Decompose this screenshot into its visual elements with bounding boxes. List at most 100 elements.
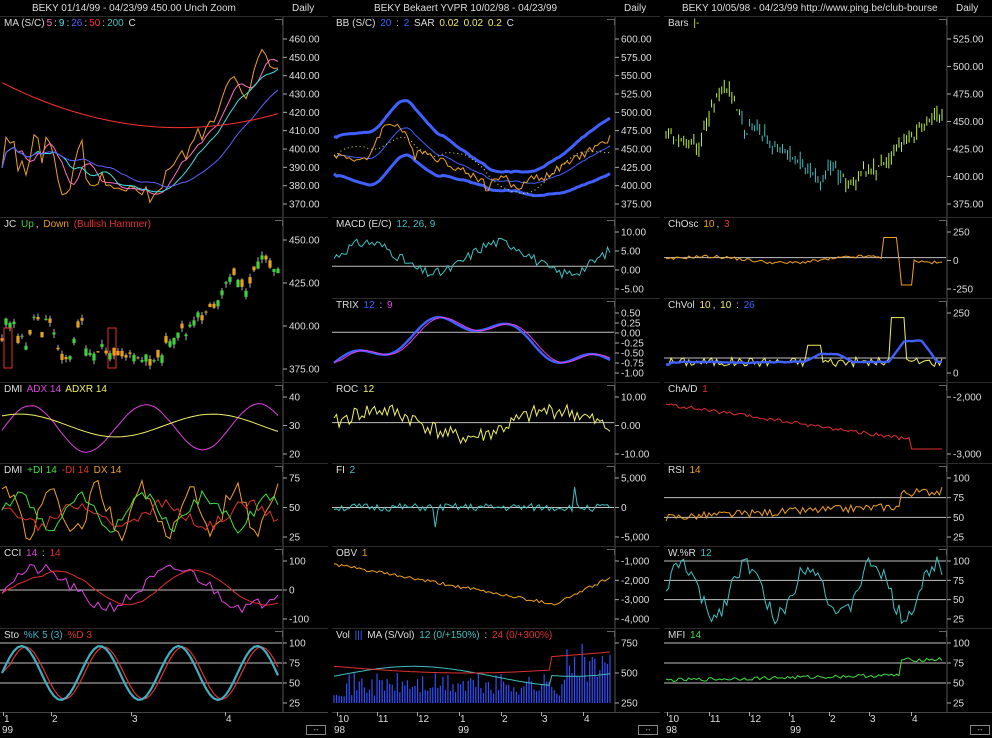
y-tick-label: -4,000 bbox=[621, 615, 650, 626]
pane-title-part: MA (S/Vol) bbox=[364, 630, 415, 641]
candle-body bbox=[40, 331, 44, 338]
y-tick-label: 40 bbox=[289, 393, 301, 404]
pane-title-part: MFI bbox=[668, 630, 686, 641]
y-tick-label: 20 bbox=[289, 450, 301, 461]
candle-body bbox=[236, 279, 240, 288]
pane-title-part: Vol bbox=[336, 630, 350, 641]
obv-pane[interactable]: OBV 1 -1,000 -2,000 -3,000 -4,000 bbox=[332, 546, 660, 629]
candle-body bbox=[76, 321, 80, 328]
candle-body bbox=[128, 352, 132, 354]
pane-title-part: Bars bbox=[668, 18, 689, 29]
candle-body bbox=[120, 350, 124, 357]
chaikin-vol-ma-line bbox=[665, 339, 943, 367]
candle-body bbox=[264, 255, 268, 260]
double-arrow-icon[interactable]: ↔ bbox=[970, 725, 990, 735]
x-tick-label: 3 bbox=[870, 714, 876, 725]
bb-pane[interactable]: BB (S/C) 20 : 2 SAR 0.02 0.02 0.2 C 600.0… bbox=[332, 16, 660, 218]
y-tick-label: 100 bbox=[289, 557, 306, 568]
pane-title-part: %D 3 bbox=[64, 630, 92, 641]
chart-column-right: BEKY 10/05/98 - 04/23/99 http://www.ping… bbox=[664, 0, 992, 738]
chvol-pane[interactable]: ChVol 10, 10 : 26 250 0 bbox=[664, 298, 992, 383]
x-tick-mark bbox=[869, 712, 870, 716]
x-tick-label: 2 bbox=[52, 714, 58, 725]
macd-line bbox=[333, 237, 611, 280]
pane-title-part: 0.02 bbox=[436, 18, 459, 29]
bars-pane[interactable]: Bars |- 525.00 500.00 475.00 450.00 425.00 400… bbox=[664, 16, 992, 218]
pane-title-part: 1 bbox=[359, 548, 368, 559]
x-tick-label: 2 bbox=[830, 714, 836, 725]
candle-body bbox=[12, 321, 16, 325]
cci-pane[interactable]: CCI 14 : 14 100 0 -100 bbox=[0, 546, 328, 629]
y-tick-label: 450.00 bbox=[621, 145, 652, 156]
pane-title-part: ||| bbox=[351, 630, 363, 641]
candle-body bbox=[92, 353, 96, 361]
roc-pane[interactable]: ROC 12 10.00 0.00 -10.00 bbox=[332, 382, 660, 464]
sto-pane[interactable]: Sto %K 5 (3) %D 3 100 75 50 25 bbox=[0, 628, 328, 713]
pane-title: MFI 14 bbox=[668, 630, 703, 641]
y-tick-label: 375.00 bbox=[621, 200, 652, 211]
y-tick-label: 50 bbox=[953, 595, 965, 606]
dmi2-pane[interactable]: DMI +DI 14 -DI 14 DX 14 75 50 25 bbox=[0, 463, 328, 547]
fi-pane[interactable]: FI 2 5,000 0 -5,000 bbox=[332, 463, 660, 547]
period-selector[interactable]: Daily bbox=[956, 3, 979, 14]
stoch-d-line bbox=[1, 646, 279, 700]
mfi-pane[interactable]: MFI 14 100 75 50 25 bbox=[664, 628, 992, 713]
candle-body bbox=[56, 347, 60, 350]
double-arrow-icon[interactable]: ↔ bbox=[306, 725, 326, 735]
candle-body bbox=[80, 317, 84, 321]
pane-title-part: W.%R bbox=[668, 548, 696, 559]
candle-body bbox=[44, 318, 48, 321]
trix-pane[interactable]: TRIX 12 : 9 0.50 0.25 0.00 -0.25 -0.50 -0.75 -1… bbox=[332, 298, 660, 383]
pane-title-part: : bbox=[733, 300, 742, 311]
y-tick-label: 575.00 bbox=[621, 53, 652, 64]
jc-pane[interactable]: JC Up, Down (Bullish Hammer) 450.00 425.00… bbox=[0, 217, 328, 383]
period-selector[interactable]: Daily bbox=[292, 3, 315, 14]
y-tick-label: -1.00 bbox=[621, 369, 644, 380]
x-tick-mark bbox=[829, 712, 830, 716]
x-axis: 1 2 3 4 99 ↔ bbox=[0, 712, 328, 736]
y-tick-label: 100 bbox=[953, 639, 970, 650]
x-tick-mark bbox=[541, 712, 542, 716]
candle-body bbox=[232, 268, 236, 275]
double-arrow-icon[interactable]: ↔ bbox=[638, 725, 658, 735]
trix-plot: 0.500.250.00-0.25-0.50-0.75-1.00 bbox=[332, 299, 644, 383]
price-close-line bbox=[333, 123, 611, 192]
ma-pane[interactable]: MA (S/C) 5:9:26:50:200 C 460.00 450.00 440.0… bbox=[0, 16, 328, 218]
y-tick-label: 0.00 bbox=[621, 266, 641, 277]
x-tick-label: 11 bbox=[710, 714, 721, 725]
rsi-pane[interactable]: RSI 14 100 75 50 25 bbox=[664, 463, 992, 547]
y-tick-label: 0.00 bbox=[621, 329, 641, 340]
pane-title-part: 2 bbox=[403, 18, 410, 29]
dmi1-pane[interactable]: DMI ADX 14 ADXR 14 40 30 20 bbox=[0, 382, 328, 464]
x-tick-label: 10 bbox=[668, 714, 680, 725]
vol-pane[interactable]: Vol ||| MA (S/Vol) 12 (0/+150%) : 24 (0/… bbox=[332, 628, 660, 713]
candle-body bbox=[108, 353, 112, 360]
x-tick-label: 10 bbox=[338, 714, 350, 725]
column-header: BEKY 01/14/99 - 04/23/99 450.00 Unch Zoo… bbox=[0, 0, 328, 16]
cci-line bbox=[1, 563, 279, 614]
wr-pane[interactable]: W.%R 12 100 75 50 25 bbox=[664, 546, 992, 629]
y-tick-label: -100 bbox=[289, 615, 309, 626]
pane-title: Bars |- bbox=[668, 18, 701, 29]
y-tick-label: -250 bbox=[953, 285, 973, 296]
pane-title-part: C bbox=[125, 18, 136, 29]
pane-title-part: ChOsc bbox=[668, 219, 699, 230]
dmi2-plot: 75 50 25 bbox=[1, 464, 301, 547]
macd-pane[interactable]: MACD (E/C) 12, 26, 9 10.00 5.00 0.00 -5.00 bbox=[332, 217, 660, 299]
period-selector[interactable]: Daily bbox=[624, 3, 647, 14]
bullish-hammer-marker bbox=[107, 327, 117, 369]
pane-title-part: : bbox=[84, 18, 88, 29]
y-tick-label: 500.00 bbox=[953, 62, 984, 73]
y-tick-label: 420.00 bbox=[289, 108, 320, 119]
y-tick-label: 425.00 bbox=[953, 145, 984, 156]
chosc-pane[interactable]: ChOsc 10, 3 250 0 -250 bbox=[664, 217, 992, 299]
candle-body bbox=[172, 338, 176, 345]
candle-body bbox=[240, 279, 244, 287]
pane-title-part: 2 bbox=[346, 465, 356, 476]
pane-title: MACD (E/C) 12, 26, 9 bbox=[336, 219, 437, 230]
y-tick-label: 0.25 bbox=[621, 319, 641, 330]
y-tick-label: -0.75 bbox=[621, 359, 644, 370]
pane-title-part: C bbox=[503, 18, 514, 29]
column-header: BEKY Bekaert YVPR 10/02/98 - 04/23/99 Da… bbox=[332, 0, 660, 16]
chad-pane[interactable]: ChA/D 1 -2,000 -3,000 bbox=[664, 382, 992, 464]
